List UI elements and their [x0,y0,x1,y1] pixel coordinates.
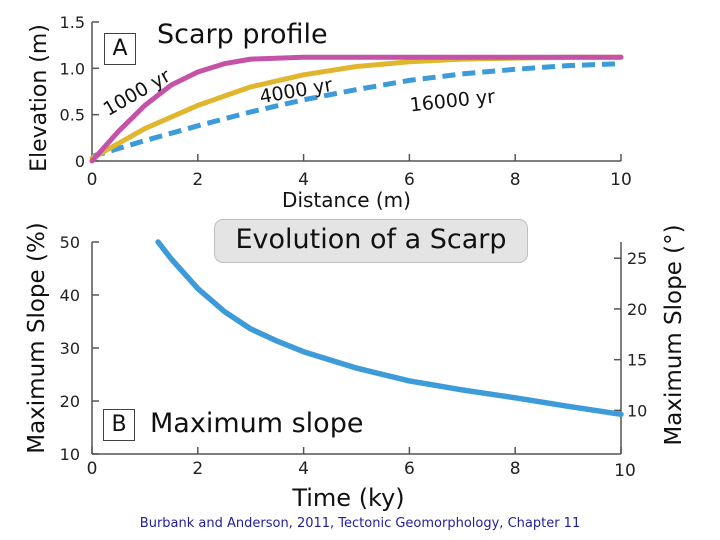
x-tick-label: 6 [404,459,415,479]
y-tick-label-right: 25 [627,249,647,268]
x-tick-label: 2 [192,170,203,190]
x-tick-label: 2 [192,459,203,479]
y-tick-label-left: 30 [60,339,80,358]
y-tick-label: 1.5 [60,13,85,32]
x-tick-label: 10 [614,461,636,481]
y-tick-label-right: 20 [627,300,647,319]
y-tick-label-right: 15 [627,351,647,370]
panel-a-title: Scarp profile [157,19,328,50]
main-title: Evolution of a Scarp [214,219,528,263]
y-tick-label: 1.0 [60,59,85,78]
y-axis-title: Elevation (m) [27,24,52,172]
panel-b-title: Maximum slope [150,408,364,439]
x-tick-label: 8 [510,170,521,190]
x-tick-label: 4 [298,459,309,479]
series-line [155,239,624,418]
x-axis-title: Time (ky) [291,484,404,512]
y-tick-label: 0.5 [60,106,85,125]
series-line [89,54,624,164]
x-tick-label: 0 [87,170,98,190]
series-label: 16000 yr [409,86,497,117]
series-line [89,54,624,161]
y-tick-label-left: 10 [60,445,80,464]
panel-b-maximum-slope: 0 2 4 6 8 10 10 20 30 40 50 10 15 20 25 Time (ky) Maximu… [24,222,687,512]
x-tick-label: 8 [510,459,521,479]
y-tick-label: 0 [75,152,85,171]
y-tick-label-left: 20 [60,392,80,411]
y-tick-label-left: 40 [60,286,80,305]
panel-label-a: A [104,33,136,65]
citation-caption: Burbank and Anderson, 2011, Tectonic Geo… [139,516,581,531]
x-tick-label: 6 [404,170,415,190]
x-tick-label: 10 [610,170,632,190]
panel-label-b: B [103,409,135,441]
y-tick-label-left: 50 [60,233,80,252]
x-tick-label: 4 [298,170,309,190]
x-tick-label: 0 [87,459,98,479]
y-tick-label-right: 10 [627,401,647,420]
x-axis-title: Distance (m) [282,188,411,212]
y-axis-title-left: Maximum Slope (%) [24,222,50,454]
y-axis-title-right: Maximum Slope (°) [661,224,687,445]
series-line [91,61,622,159]
